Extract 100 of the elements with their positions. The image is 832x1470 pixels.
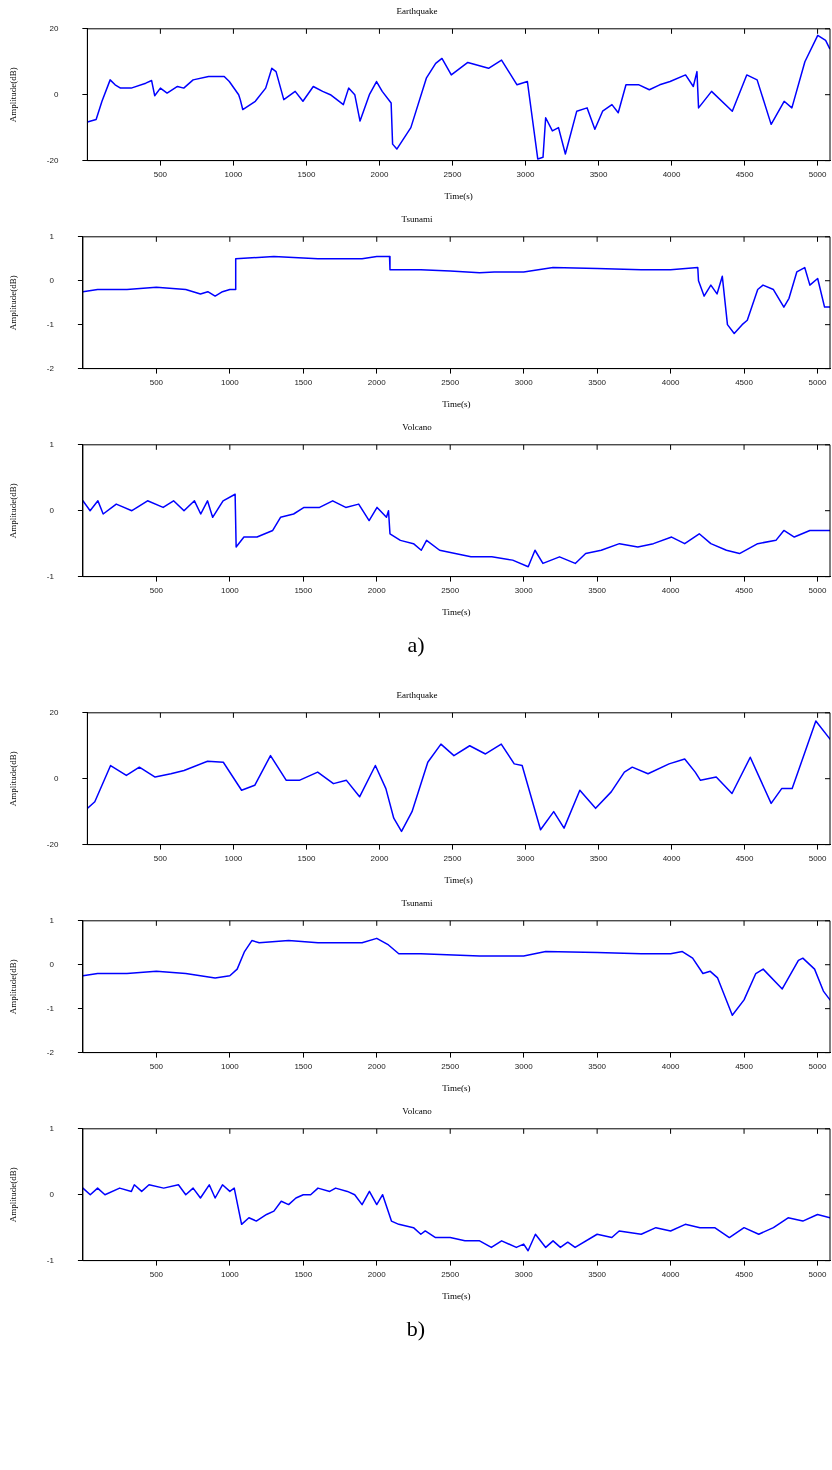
x-tick-label: 4500 (735, 1061, 754, 1071)
y-tick-label: 0 (49, 505, 55, 515)
chart-title: Volcano (402, 1105, 433, 1116)
x-tick-label: 5000 (808, 1269, 827, 1279)
x-tick-label: 1000 (224, 853, 243, 863)
x-axis-title: Time(s) (442, 606, 471, 617)
y-tick-label: -1 (46, 319, 55, 329)
y-axis-title: Amplitude(dB) (7, 275, 18, 331)
x-tick-label: 4500 (735, 585, 754, 595)
y-axis-title: Amplitude(dB) (7, 751, 18, 807)
x-tick-label: 4500 (735, 377, 754, 387)
text: b) (405, 1315, 427, 1343)
y-tick-label: 1 (49, 916, 55, 925)
x-tick-label: 5000 (808, 169, 828, 179)
x-tick-label: 3500 (588, 585, 607, 595)
x-tick-label: 1000 (224, 169, 243, 179)
x-tick-label: 2000 (367, 585, 387, 595)
x-tick-label: 2500 (441, 1269, 460, 1279)
y-tick-label: 0 (49, 1189, 55, 1199)
y-tick-label: -2 (46, 1047, 55, 1057)
x-tick-label: 4000 (661, 1061, 681, 1071)
x-tick-label: 1500 (297, 169, 316, 179)
y-tick-label: 1 (49, 440, 55, 449)
x-axis-title: Time(s) (444, 190, 473, 201)
y-tick-label: -1 (46, 571, 55, 581)
x-axis-title: Time(s) (442, 1082, 471, 1093)
x-tick-label: 4000 (662, 169, 681, 179)
x-tick-label: 500 (153, 853, 168, 863)
x-tick-label: 3500 (589, 853, 608, 863)
x-tick-label: 500 (149, 1269, 164, 1279)
x-tick-label: 1500 (294, 1061, 313, 1071)
x-tick-label: 4000 (661, 1269, 681, 1279)
y-tick-label: -2 (46, 363, 55, 373)
x-tick-label: 3500 (588, 1061, 607, 1071)
x-tick-label: 3500 (588, 377, 607, 387)
y-tick-label: 1 (49, 1124, 55, 1133)
x-tick-label: 5000 (808, 585, 827, 595)
x-tick-label: 1500 (297, 853, 316, 863)
x-tick-label: 4000 (661, 585, 681, 595)
x-tick-label: 5000 (808, 853, 828, 863)
x-tick-label: 1000 (220, 377, 240, 387)
x-tick-label: 3000 (514, 377, 534, 387)
x-tick-label: 3000 (516, 169, 535, 179)
x-tick-label: 500 (149, 585, 164, 595)
chart-title: Earthquake (396, 5, 438, 16)
x-tick-label: 2000 (370, 169, 389, 179)
x-tick-label: 2000 (367, 377, 387, 387)
x-tick-label: 4500 (735, 853, 755, 863)
x-tick-label: 3000 (514, 585, 534, 595)
y-tick-label: -1 (46, 1003, 55, 1013)
text: a) (406, 631, 426, 659)
y-axis-title: Amplitude(dB) (7, 67, 18, 123)
y-tick-label: 20 (49, 708, 59, 717)
x-tick-label: 1000 (220, 585, 240, 595)
x-tick-label: 1500 (294, 1269, 313, 1279)
x-tick-label: 4000 (661, 377, 681, 387)
y-tick-label: 0 (49, 959, 55, 969)
x-tick-label: 3000 (514, 1061, 534, 1071)
x-tick-label: 500 (149, 1061, 164, 1071)
y-axis-title: Amplitude(dB) (7, 483, 18, 539)
y-tick-label: 20 (49, 24, 59, 33)
x-tick-label: 4500 (735, 169, 755, 179)
x-tick-label: 3000 (516, 853, 535, 863)
x-tick-label: 4000 (662, 853, 681, 863)
x-tick-label: 2500 (441, 377, 460, 387)
x-tick-label: 2500 (441, 585, 460, 595)
y-tick-label: 0 (53, 773, 59, 783)
y-tick-label: 0 (53, 89, 59, 99)
x-tick-label: 5000 (808, 377, 827, 387)
x-axis-title: Time(s) (442, 1290, 471, 1301)
x-tick-label: 1500 (294, 377, 313, 387)
chart-title: Tsunami (401, 213, 433, 224)
y-tick-label: -20 (46, 155, 59, 165)
x-tick-label: 5000 (808, 1061, 827, 1071)
x-tick-label: 2500 (443, 853, 462, 863)
y-axis-title: Amplitude(dB) (7, 959, 18, 1015)
x-axis-title: Time(s) (444, 874, 473, 885)
chart-title: Tsunami (401, 897, 433, 908)
x-tick-label: 2500 (441, 1061, 460, 1071)
x-tick-label: 1000 (220, 1269, 240, 1279)
x-tick-label: 1000 (220, 1061, 240, 1071)
chart-title: Earthquake (396, 689, 438, 700)
x-tick-label: 500 (149, 377, 164, 387)
x-axis-title: Time(s) (442, 398, 471, 409)
x-tick-label: 4500 (735, 1269, 754, 1279)
x-tick-label: 3500 (588, 1269, 607, 1279)
x-tick-label: 2000 (367, 1061, 387, 1071)
x-tick-label: 3500 (589, 169, 608, 179)
chart-title: Volcano (402, 421, 433, 432)
y-tick-label: -1 (46, 1255, 55, 1265)
y-tick-label: 1 (49, 232, 55, 241)
x-tick-label: 1500 (294, 585, 313, 595)
y-tick-label: 0 (49, 275, 55, 285)
x-tick-label: 2000 (367, 1269, 387, 1279)
y-tick-label: -20 (46, 839, 59, 849)
x-tick-label: 2500 (443, 169, 462, 179)
x-tick-label: 3000 (514, 1269, 534, 1279)
x-tick-label: 500 (153, 169, 168, 179)
y-axis-title: Amplitude(dB) (7, 1167, 18, 1223)
x-tick-label: 2000 (370, 853, 389, 863)
